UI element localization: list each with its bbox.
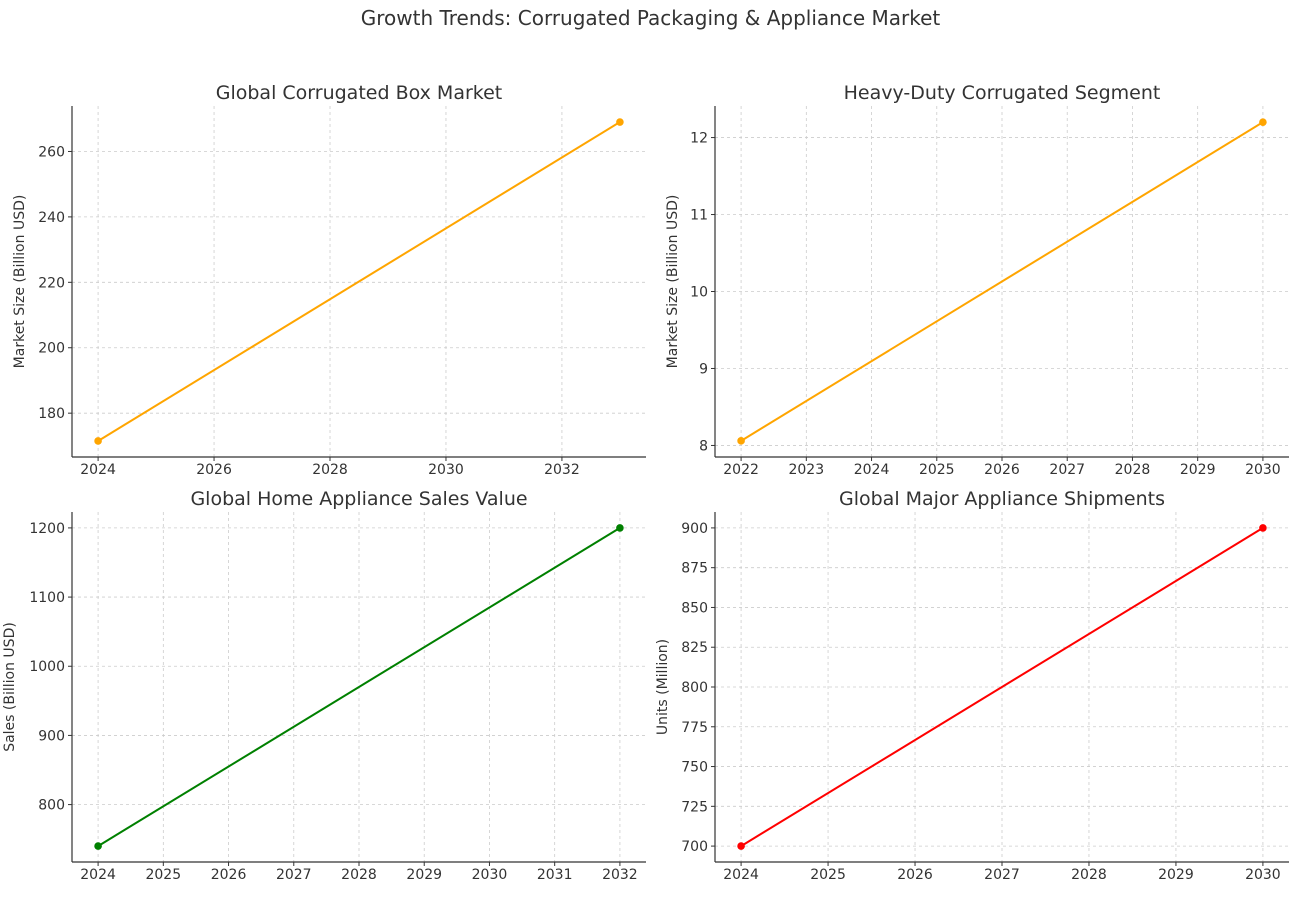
y-tick-label: 180 [38, 406, 65, 422]
y-axis-label: Units (Million) [655, 639, 671, 735]
x-tick-label: 2025 [810, 867, 846, 883]
y-tick-label: 900 [681, 521, 708, 537]
y-tick-label: 725 [681, 799, 708, 815]
y-tick-label: 1100 [29, 590, 65, 606]
y-axis-label: Sales (Billion USD) [2, 622, 18, 752]
data-point [1259, 524, 1267, 532]
subplot-title: Heavy-Duty Corrugated Segment [844, 82, 1161, 104]
y-tick-label: 850 [681, 600, 708, 616]
y-tick-label: 200 [38, 341, 65, 357]
y-tick-label: 240 [38, 210, 65, 226]
x-tick-label: 2029 [1180, 462, 1216, 478]
y-tick-label: 220 [38, 275, 65, 291]
y-tick-label: 700 [681, 839, 708, 855]
data-point [94, 437, 102, 445]
series-line [97, 527, 621, 847]
subplot-title: Global Major Appliance Shipments [839, 488, 1165, 510]
y-tick-label: 800 [38, 798, 65, 814]
y-tick-label: 12 [690, 131, 708, 147]
x-tick-label: 2030 [472, 867, 508, 883]
subplot-1: 2024 2026 2028 2030 2032 180 200 220 240 260 Globa… [12, 82, 646, 478]
x-tick-label: 2028 [341, 867, 377, 883]
x-tick-label: 2027 [984, 867, 1020, 883]
x-tick-label: 2032 [544, 462, 580, 478]
x-tick-label: 2028 [312, 462, 348, 478]
x-tick-label: 2030 [1245, 462, 1281, 478]
subplot-3: 2024 2025 2026 2027 2028 2029 2030 2031 2032 800 9… [2, 488, 646, 883]
x-tick-label: 2024 [723, 867, 759, 883]
x-tick-label: 2032 [602, 867, 638, 883]
data-point [737, 842, 745, 850]
x-tick-label: 2024 [854, 462, 890, 478]
x-tick-label: 2026 [211, 867, 247, 883]
y-tick-label: 900 [38, 728, 65, 744]
series-line [740, 527, 1264, 847]
x-tick-label: 2026 [984, 462, 1020, 478]
data-point [616, 118, 624, 126]
x-tick-label: 2025 [919, 462, 955, 478]
x-tick-label: 2028 [1115, 462, 1151, 478]
x-tick-label: 2026 [897, 867, 933, 883]
y-tick-label: 1000 [29, 659, 65, 675]
x-tick-label: 2031 [537, 867, 573, 883]
y-tick-label: 10 [690, 285, 708, 301]
data-point [737, 437, 745, 445]
y-tick-label: 9 [699, 361, 708, 377]
y-axis-label: Market Size (Billion USD) [12, 195, 28, 369]
x-tick-label: 2025 [145, 867, 181, 883]
data-point [1259, 118, 1267, 126]
data-point [94, 842, 102, 850]
x-tick-label: 2030 [428, 462, 464, 478]
y-tick-label: 260 [38, 144, 65, 160]
y-tick-label: 1200 [29, 521, 65, 537]
x-tick-label: 2030 [1245, 867, 1281, 883]
y-tick-label: 11 [690, 208, 708, 224]
x-tick-label: 2028 [1071, 867, 1107, 883]
y-tick-label: 825 [681, 640, 708, 656]
subplot-2: 2022 2023 2024 2025 2026 2027 2028 2029 2030 8 9 10… [665, 82, 1289, 478]
x-tick-label: 2022 [723, 462, 759, 478]
series-line [97, 121, 621, 442]
y-axis-label: Market Size (Billion USD) [665, 195, 681, 369]
subplot-4: 2024 2025 2026 2027 2028 2029 2030 700 725 750 775… [655, 488, 1289, 883]
y-tick-label: 875 [681, 561, 708, 577]
figure-title: Growth Trends: Corrugated Packaging & Ap… [360, 6, 941, 30]
x-tick-label: 2027 [1049, 462, 1085, 478]
x-tick-label: 2029 [406, 867, 442, 883]
x-tick-label: 2023 [788, 462, 824, 478]
data-point [616, 524, 624, 532]
series-line [740, 121, 1264, 442]
y-tick-label: 800 [681, 680, 708, 696]
x-tick-label: 2026 [196, 462, 232, 478]
x-tick-label: 2027 [276, 867, 312, 883]
subplot-title: Global Corrugated Box Market [216, 82, 502, 104]
x-tick-label: 2024 [80, 867, 116, 883]
subplot-title: Global Home Appliance Sales Value [190, 488, 527, 510]
y-tick-label: 775 [681, 720, 708, 736]
y-tick-label: 750 [681, 760, 708, 776]
x-tick-label: 2024 [80, 462, 116, 478]
y-tick-label: 8 [699, 438, 708, 454]
x-tick-label: 2029 [1158, 867, 1194, 883]
